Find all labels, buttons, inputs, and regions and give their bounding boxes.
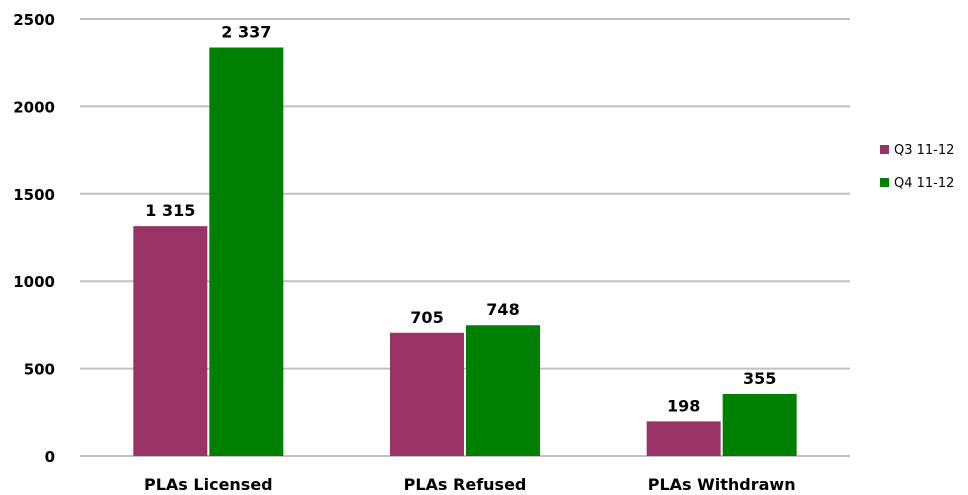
y-axis-ticks: 0 500 1000 1500 2000 2500 <box>13 11 55 466</box>
legend: Q3 11-12 Q4 11-12 <box>880 143 954 191</box>
y-tick-label: 500 <box>24 361 55 379</box>
legend-label: Q4 11-12 <box>894 176 954 191</box>
x-axis-categories: PLAs Licensed PLAs Refused PLAs Withdrawn <box>144 475 796 494</box>
y-tick-label: 0 <box>45 448 55 466</box>
legend-swatch <box>880 145 889 154</box>
y-tick-label: 1500 <box>13 186 55 204</box>
bars <box>133 47 796 456</box>
data-label: 2 337 <box>221 22 271 41</box>
category-label: PLAs Licensed <box>144 475 273 494</box>
data-label: 748 <box>486 300 519 319</box>
y-tick-label: 1000 <box>13 273 55 291</box>
data-label: 1 315 <box>145 201 195 220</box>
bar-plas-refused-q4-11-12 <box>466 325 540 456</box>
category-label: PLAs Refused <box>404 475 527 494</box>
bar-plas-licensed-q4-11-12 <box>209 47 283 456</box>
y-tick-label: 2500 <box>13 11 55 29</box>
data-label: 355 <box>743 369 776 388</box>
data-label: 198 <box>667 396 700 415</box>
legend-label: Q3 11-12 <box>894 143 954 158</box>
bar-plas-withdrawn-q3-11-12 <box>647 421 721 456</box>
legend-swatch <box>880 178 889 187</box>
y-tick-label: 2000 <box>13 98 55 116</box>
bar-plas-withdrawn-q4-11-12 <box>723 394 797 456</box>
data-label: 705 <box>410 308 443 327</box>
category-label: PLAs Withdrawn <box>648 475 796 494</box>
bar-plas-licensed-q3-11-12 <box>133 226 207 456</box>
bar-plas-refused-q3-11-12 <box>390 333 464 456</box>
